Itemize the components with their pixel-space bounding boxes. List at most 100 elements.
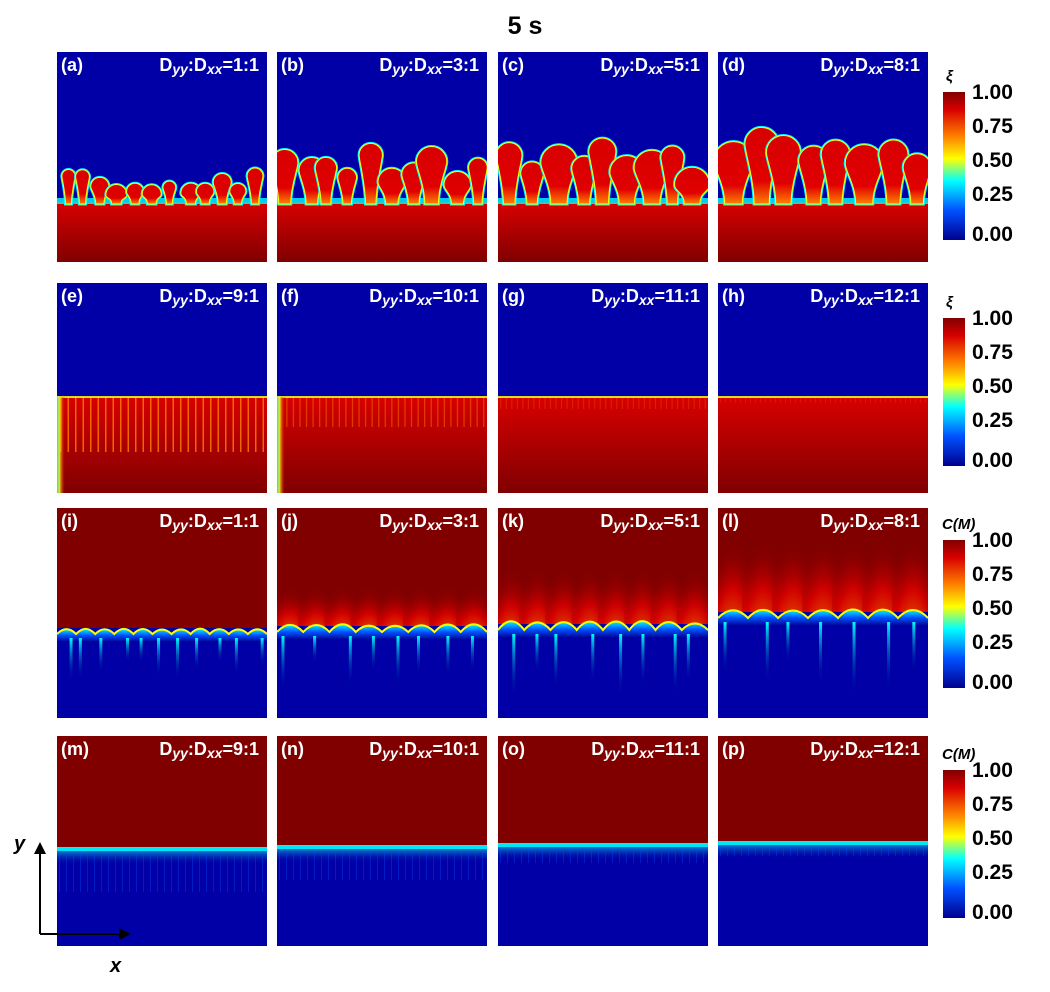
- colorbar-tick-label: 0.50: [972, 375, 1013, 399]
- ratio-xx: xx: [867, 517, 884, 533]
- colorbar-tick-label: 0.25: [972, 631, 1013, 655]
- ratio-d1: D: [369, 739, 383, 759]
- ratio-xx: xx: [426, 61, 443, 77]
- colorbar-title: ξ: [946, 68, 953, 85]
- ratio-yy: yy: [823, 292, 839, 308]
- ratio-value: =1:1: [222, 511, 259, 531]
- ratio-yy: yy: [172, 745, 188, 761]
- panel-label: (f): [281, 286, 299, 306]
- ratio-yy: yy: [613, 61, 629, 77]
- colorbar-tick-label: 0.50: [972, 827, 1013, 851]
- panel-label: (a): [61, 55, 83, 75]
- ratio-d1: D: [820, 511, 834, 531]
- panel-h: (h) Dyy:Dxx=12:1: [718, 283, 928, 493]
- ratio-xx: xx: [857, 745, 874, 761]
- panel-ratio: Dyy:Dxx=10:1: [369, 739, 479, 761]
- ratio-d1: D: [600, 511, 614, 531]
- ratio-xx: xx: [857, 292, 874, 308]
- colorbar-tick-label: 1.00: [972, 81, 1013, 104]
- colorbar-tick-label: 1.00: [972, 307, 1013, 330]
- ratio-xx: xx: [426, 517, 443, 533]
- panel-label: (i): [61, 511, 78, 531]
- ratio-yy: yy: [382, 745, 398, 761]
- panel-g: (g) Dyy:Dxx=11:1: [498, 283, 708, 493]
- panel-label: (b): [281, 55, 304, 75]
- ratio-yy: yy: [833, 61, 849, 77]
- panel-label: (p): [722, 739, 745, 759]
- panel-field-map: [498, 736, 708, 946]
- panel-ratio: Dyy:Dxx=3:1: [379, 55, 479, 77]
- ratio-value: =12:1: [873, 739, 920, 759]
- panel-p: (p) Dyy:Dxx=12:1: [718, 736, 928, 946]
- ratio-d1: D: [159, 55, 173, 75]
- panel-c: (c) Dyy:Dxx=5:1: [498, 52, 708, 262]
- panel-ratio: Dyy:Dxx=3:1: [379, 511, 479, 533]
- panel-label: (o): [502, 739, 525, 759]
- ratio-xx: xx: [647, 61, 664, 77]
- panel-field-map: [57, 736, 267, 946]
- axes-arrows: [34, 842, 131, 940]
- panel-label: (g): [502, 286, 525, 306]
- colorbar-tick-label: 0.75: [972, 115, 1013, 139]
- colorbar-tick-label: 0.75: [972, 341, 1013, 365]
- ratio-d1: D: [159, 739, 173, 759]
- panel-ratio: Dyy:Dxx=8:1: [820, 511, 920, 533]
- panel-label: (j): [281, 511, 298, 531]
- ratio-xx: xx: [867, 61, 884, 77]
- panel-b: (b) Dyy:Dxx=3:1: [277, 52, 487, 262]
- panel-field-map: [498, 52, 708, 262]
- panel-ratio: Dyy:Dxx=12:1: [810, 286, 920, 308]
- ratio-xx: xx: [206, 292, 223, 308]
- panel-ratio: Dyy:Dxx=5:1: [600, 511, 700, 533]
- panel-field-map: [277, 508, 487, 718]
- panel-label: (e): [61, 286, 83, 306]
- colorbar-gradient: [943, 318, 965, 466]
- panel-label: (k): [502, 511, 524, 531]
- ratio-colon: :D: [848, 511, 868, 531]
- ratio-d1: D: [159, 511, 173, 531]
- panel-ratio: Dyy:Dxx=9:1: [159, 286, 259, 308]
- ratio-xx: xx: [416, 292, 433, 308]
- ratio-colon: :D: [628, 55, 648, 75]
- colorbar-title: C(M): [942, 516, 976, 533]
- panel-d: (d) Dyy:Dxx=8:1: [718, 52, 928, 262]
- ratio-value: =5:1: [663, 511, 700, 531]
- panel-ratio: Dyy:Dxx=10:1: [369, 286, 479, 308]
- ratio-colon: :D: [628, 511, 648, 531]
- ratio-yy: yy: [172, 292, 188, 308]
- panel-ratio: Dyy:Dxx=11:1: [591, 739, 700, 761]
- x-axis-label: x: [110, 955, 122, 977]
- panel-field-map: [718, 52, 928, 262]
- y-axis-label: y: [14, 833, 26, 855]
- ratio-xx: xx: [647, 517, 664, 533]
- panel-a: (a) Dyy:Dxx=1:1: [57, 52, 267, 262]
- ratio-xx: xx: [638, 745, 655, 761]
- colorbar-tick-label: 0.00: [972, 223, 1013, 247]
- ratio-colon: :D: [397, 739, 417, 759]
- panel-field-map: [57, 52, 267, 262]
- colorbar-tick-label: 0.00: [972, 449, 1013, 473]
- ratio-d1: D: [159, 286, 173, 306]
- colorbar-gradient: [943, 540, 965, 688]
- colorbar-tick-label: 0.25: [972, 183, 1013, 207]
- panel-field-map: [277, 736, 487, 946]
- ratio-value: =1:1: [222, 55, 259, 75]
- ratio-colon: :D: [838, 286, 858, 306]
- panel-field-map: [718, 508, 928, 718]
- ratio-d1: D: [810, 739, 824, 759]
- ratio-d1: D: [591, 286, 605, 306]
- panel-field-map: [57, 283, 267, 493]
- ratio-value: =12:1: [873, 286, 920, 306]
- colorbar-tick-label: 0.00: [972, 671, 1013, 695]
- ratio-d1: D: [591, 739, 605, 759]
- ratio-colon: :D: [397, 286, 417, 306]
- ratio-xx: xx: [206, 517, 223, 533]
- colorbar-tick-label: 1.00: [972, 529, 1013, 552]
- panel-field-map: [57, 508, 267, 718]
- panel-ratio: Dyy:Dxx=1:1: [159, 55, 259, 77]
- ratio-yy: yy: [392, 517, 408, 533]
- ratio-yy: yy: [392, 61, 408, 77]
- panel-i: (i) Dyy:Dxx=1:1: [57, 508, 267, 718]
- panel-e: (e) Dyy:Dxx=9:1: [57, 283, 267, 493]
- panel-field-map: [498, 508, 708, 718]
